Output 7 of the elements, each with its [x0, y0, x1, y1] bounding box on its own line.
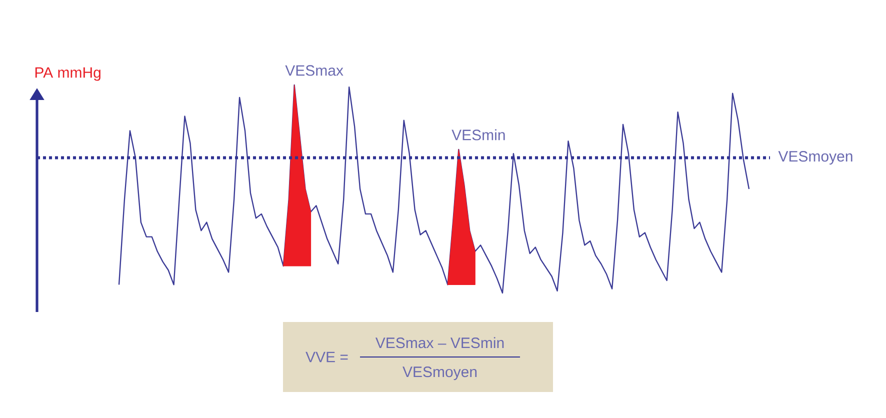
text: VVE =: [306, 352, 348, 362]
text: VESmax: [285, 65, 344, 76]
ref-line-label: VESmoyen: [778, 151, 852, 165]
annotation: VESmin: [452, 129, 505, 140]
text: VESmoyen: [402, 366, 477, 380]
text: VESmax – VESmin: [375, 337, 504, 348]
y-axis-title: PA mmHg: [35, 67, 100, 81]
